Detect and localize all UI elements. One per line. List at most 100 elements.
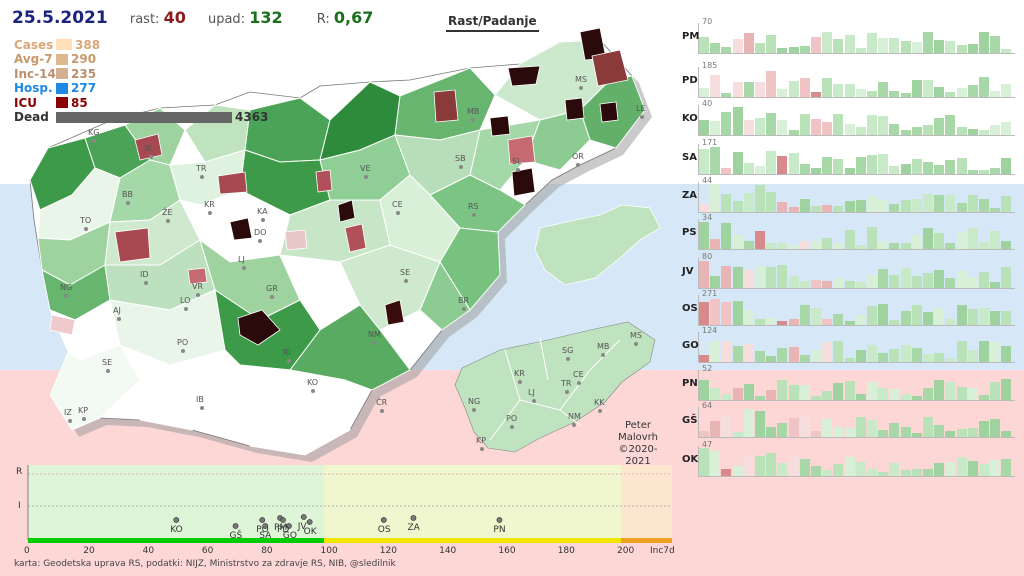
map-dot — [372, 341, 376, 345]
panel-bar — [1001, 459, 1012, 476]
panel-bar — [755, 411, 765, 437]
map-dot — [472, 408, 476, 412]
panel-bar — [732, 301, 743, 325]
map-dot — [380, 409, 384, 413]
panel-bar — [710, 184, 721, 212]
panel-bars — [698, 332, 1015, 363]
panel-bar — [721, 194, 732, 212]
panel-bar — [945, 431, 956, 437]
panel-bar — [777, 89, 788, 97]
panel-max: 185 — [702, 61, 718, 70]
stat-row-cases: Cases 388 — [14, 37, 268, 52]
panel-bar — [699, 302, 709, 325]
panel-bar — [990, 419, 1001, 437]
map-label-region_labels-26: VE — [360, 164, 371, 173]
map-label-region_labels-3: BB — [122, 190, 133, 199]
panel-bar — [1001, 196, 1012, 212]
panel-bar — [844, 281, 855, 288]
panel-bar — [788, 47, 799, 53]
map-dot — [518, 380, 522, 384]
rast-padanje-toggle[interactable]: Rast/Padanje — [446, 14, 539, 32]
panel-bar — [923, 312, 933, 325]
scatter-xtick: 80 — [261, 546, 273, 556]
panel-bar — [923, 32, 933, 53]
panel-bar — [956, 158, 967, 174]
panel-max: 80 — [702, 252, 713, 261]
panel-bar — [822, 122, 833, 135]
panel-bar — [1001, 346, 1012, 362]
panel-max: 40 — [702, 99, 713, 108]
map-dot — [640, 115, 644, 119]
panel-bar — [777, 265, 788, 288]
scatter-point-po — [259, 517, 266, 523]
panel-bars — [698, 182, 1015, 213]
panel-bar — [889, 91, 900, 97]
panel-bar — [721, 112, 732, 135]
panel-bars — [698, 67, 1015, 98]
panel-bar — [788, 207, 799, 212]
panel-bar — [911, 42, 922, 53]
panel-bar — [900, 394, 911, 400]
panel-bar — [811, 308, 821, 325]
panel-bar — [788, 276, 799, 288]
map-label-mini_labels-6: NG — [468, 397, 481, 406]
upad-value: 132 — [249, 8, 283, 27]
panel-bar — [967, 44, 978, 53]
panel-bar — [1001, 122, 1012, 135]
panel-bar — [721, 223, 732, 249]
panel-bar — [777, 423, 788, 437]
stat-bar — [56, 82, 68, 94]
panel-bar — [743, 33, 754, 53]
panel-bar — [911, 127, 922, 135]
panel-bar — [911, 199, 922, 212]
panel-bar — [721, 469, 732, 476]
panel-bar — [710, 75, 721, 97]
scatter-point-jv — [300, 514, 307, 520]
scatter-ticks: 0 20 40 60 80 100 120 140 160 180 200 — [24, 546, 634, 556]
panel-bar — [743, 82, 754, 97]
mini-map-top — [534, 204, 661, 286]
panel-bar — [979, 130, 989, 135]
map-label-mini_labels-7: LJ — [528, 388, 535, 397]
panel-bar — [889, 423, 900, 437]
panel-bars — [698, 295, 1015, 326]
panel-bar — [934, 463, 945, 476]
panel-bar — [967, 309, 978, 325]
panel-bar — [1001, 49, 1012, 53]
panel-bar — [833, 278, 844, 288]
panel-bar — [699, 120, 709, 135]
panel-bar — [743, 310, 754, 325]
scatter-point-label: PD — [277, 525, 289, 535]
panel-bar — [900, 164, 911, 174]
map-dot — [117, 317, 121, 321]
map-dot — [572, 423, 576, 427]
panel-bar — [721, 302, 732, 325]
map-dot — [471, 118, 475, 122]
panel-bar — [900, 311, 911, 325]
panel-bar — [844, 35, 855, 53]
stat-bar — [56, 97, 68, 108]
panel-pn: PN 52 — [678, 364, 1016, 401]
panel-bar — [878, 38, 889, 53]
map-dot — [577, 381, 581, 385]
panel-bar — [867, 306, 877, 325]
panel-bar — [945, 92, 956, 97]
panel-bar — [788, 245, 799, 249]
map-dot — [64, 294, 68, 298]
panel-bars — [698, 219, 1015, 250]
stat-row-icu: ICU 85 — [14, 96, 268, 110]
panel-bar — [923, 80, 933, 97]
panel-bar — [934, 270, 945, 288]
scatter-point-os — [380, 517, 387, 523]
panel-bar — [721, 416, 732, 437]
scatter-point-label: ZA — [407, 523, 420, 533]
stat-value: 388 — [75, 37, 101, 52]
panel-bar — [934, 118, 945, 135]
panel-bar — [833, 84, 844, 97]
panel-bar — [867, 382, 877, 400]
panel-bar — [766, 151, 777, 174]
panel-bar — [811, 168, 821, 174]
r-label: R: — [316, 12, 330, 27]
map-label-region_labels-31: OR — [572, 152, 584, 161]
panel-max: 47 — [702, 440, 713, 449]
